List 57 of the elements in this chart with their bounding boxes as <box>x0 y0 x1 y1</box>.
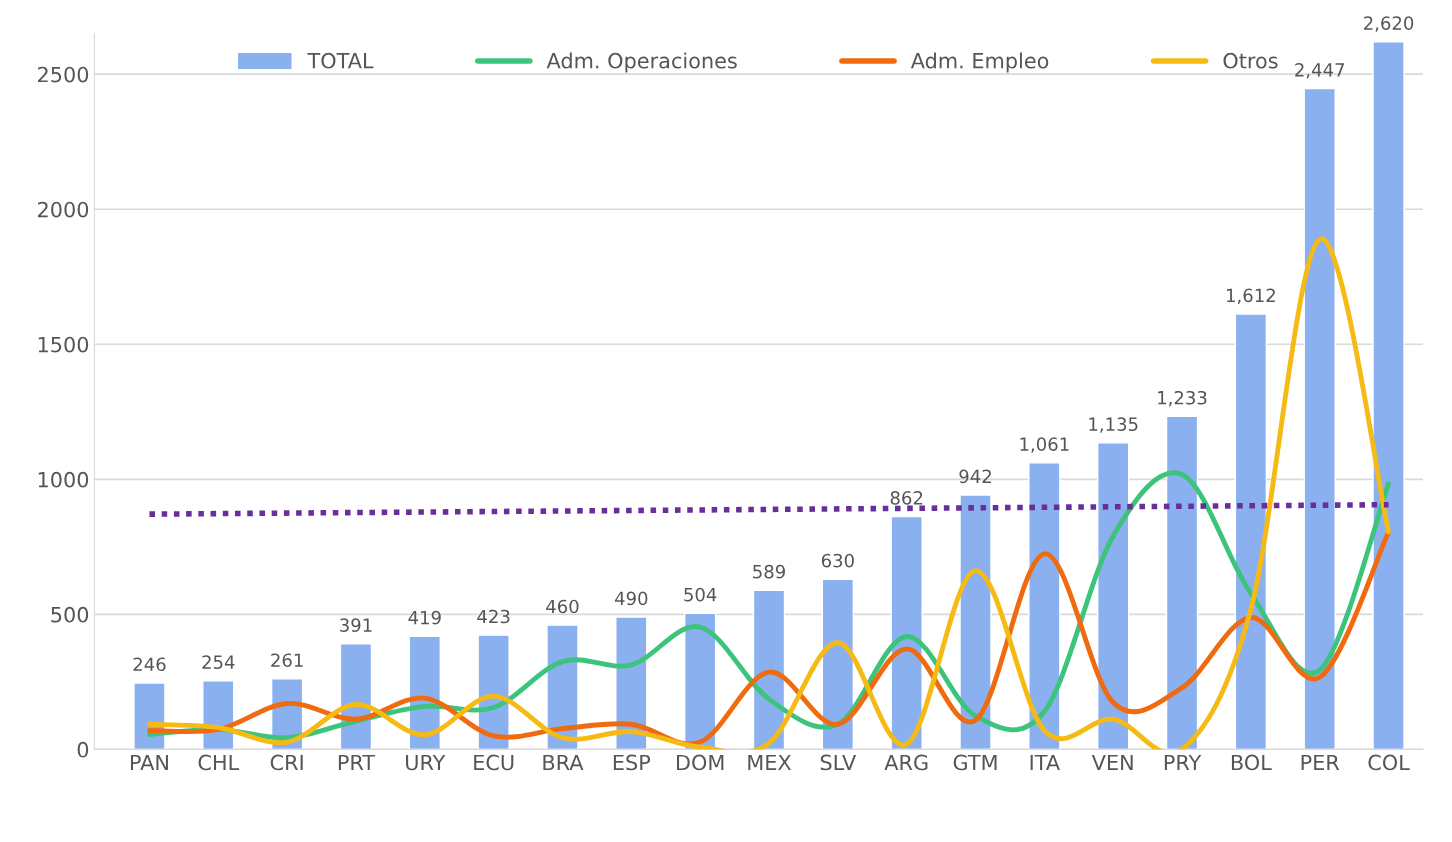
data-label: 490 <box>614 591 648 606</box>
data-label: 261 <box>271 653 303 668</box>
data-label: 2,620 <box>1364 16 1414 32</box>
x-tick-label: BRA <box>543 754 584 771</box>
data-label: 630 <box>821 553 854 568</box>
bar <box>1165 415 1199 750</box>
bar <box>1372 41 1405 750</box>
x-tick-label: DOM <box>676 754 724 771</box>
data-label: 423 <box>477 609 510 624</box>
x-tick-label: ITA <box>1030 754 1060 771</box>
bar <box>890 515 923 750</box>
y-tick-label: 500 <box>51 606 89 623</box>
legend-label: Otros <box>1223 52 1278 69</box>
data-label: 254 <box>202 655 235 669</box>
y-tick-label: 0 <box>77 741 89 758</box>
x-tick-label: BOL <box>1231 754 1272 771</box>
y-tick-label: 1000 <box>38 471 89 488</box>
data-label: 862 <box>890 491 923 505</box>
x-tick-label: ECU <box>474 754 514 771</box>
x-tick-label: PAN <box>130 754 168 771</box>
x-tick-label: URY <box>406 754 446 771</box>
data-label: 942 <box>959 469 991 484</box>
legend-label: Adm. Operaciones <box>546 52 737 73</box>
bar <box>1303 87 1336 750</box>
x-tick-label: ESP <box>613 754 651 771</box>
legend-label: Adm. Empleo <box>910 52 1049 73</box>
data-label: 504 <box>684 587 717 602</box>
data-label: 391 <box>340 618 372 632</box>
x-tick-label: CHL <box>198 754 240 771</box>
x-tick-label: VEN <box>1091 754 1133 771</box>
data-label: 2,447 <box>1295 63 1344 79</box>
bar <box>1097 442 1130 750</box>
data-label: 419 <box>408 610 441 625</box>
y-tick-label: 1500 <box>38 336 89 353</box>
data-label: 1,135 <box>1089 417 1138 433</box>
x-tick-label: PRT <box>338 754 376 771</box>
x-tick-label: COL <box>1368 754 1410 771</box>
bar <box>1234 313 1268 750</box>
x-tick-label: CRI <box>270 754 303 771</box>
x-tick-label: PRY <box>1164 754 1202 771</box>
bar <box>959 494 992 750</box>
x-tick-label: SLV <box>820 754 857 771</box>
data-label: 1,233 <box>1158 390 1207 407</box>
bar <box>1028 462 1061 750</box>
bar <box>821 578 855 750</box>
y-tick-label: 2500 <box>38 66 89 83</box>
x-tick-label: ARG <box>884 754 928 771</box>
data-label: 246 <box>133 657 166 672</box>
x-tick-label: MEX <box>748 754 792 771</box>
data-label: 1,612 <box>1227 288 1275 305</box>
data-label: 1,061 <box>1020 437 1069 453</box>
data-label: 589 <box>753 564 785 579</box>
legend-label: TOTAL <box>307 52 374 69</box>
data-label: 460 <box>546 599 579 614</box>
x-tick-label: PER <box>1301 754 1340 771</box>
x-tick-label: GTM <box>953 754 997 771</box>
y-tick-label: 2000 <box>38 201 89 218</box>
